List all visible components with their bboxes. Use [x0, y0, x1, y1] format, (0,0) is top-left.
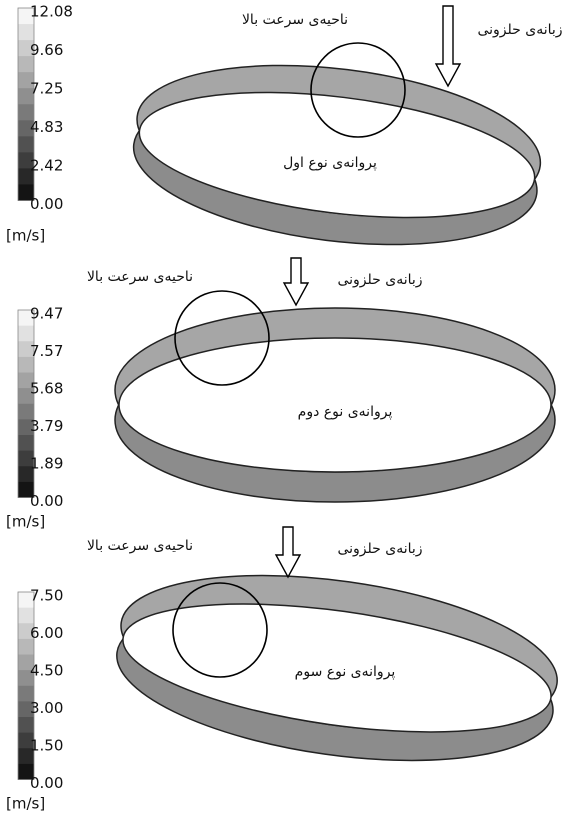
colorbar-tick-label: 0.00: [30, 195, 63, 213]
panel: 12.08 9.66 7.25 4.83 2.42 0.00 [m/s] ناحیه‌ی سر…: [6, 3, 563, 266]
colorbar-tick-label: 1.89: [30, 455, 63, 473]
colorbar-step: [18, 24, 34, 41]
colorbar-tick-label: 2.42: [30, 157, 63, 175]
tongue-label: زبانه‌ی حلزونی: [477, 22, 562, 38]
colorbar-unit: [m/s]: [6, 513, 45, 531]
impeller-label: پروانه‌ی نوع اول: [283, 155, 377, 171]
colorbar-step: [18, 326, 34, 342]
colorbar-step: [18, 136, 34, 153]
colorbar-tick-label: 6.00: [30, 624, 63, 642]
colorbar-tick-label: 3.00: [30, 699, 63, 717]
colorbar-tick-label: 4.50: [30, 662, 63, 680]
colorbar-step: [18, 608, 34, 624]
tongue-label: زبانه‌ی حلزونی: [337, 272, 422, 288]
colorbar-tick-label: 9.66: [30, 41, 63, 59]
colorbar-unit: [m/s]: [6, 795, 45, 813]
colorbar-tick-label: 5.68: [30, 380, 63, 398]
colorbar-tick-label: 12.08: [30, 3, 73, 21]
colorbar-tick-label: 7.50: [30, 587, 63, 605]
colorbar-tick-label: 0.00: [30, 774, 63, 792]
colorbar-step: [18, 435, 34, 451]
figure: 12.08 9.66 7.25 4.83 2.42 0.00 [m/s] ناحیه‌ی سر…: [0, 0, 568, 818]
colorbar-tick-label: 4.83: [30, 118, 63, 136]
tongue-label: زبانه‌ی حلزونی: [337, 541, 422, 557]
colorbar-tick-label: 7.25: [30, 80, 63, 98]
colorbar-tick-label: 7.57: [30, 342, 63, 360]
tongue-arrow: [276, 527, 300, 577]
impeller-label: پروانه‌ی نوع دوم: [298, 404, 393, 420]
colorbar-tick-label: 9.47: [30, 305, 63, 323]
colorbar-tick-label: 1.50: [30, 737, 63, 755]
tongue-arrow: [436, 6, 460, 86]
colorbar-unit: [m/s]: [6, 227, 45, 245]
colorbar-tick-label: 3.79: [30, 417, 63, 435]
panel: 9.47 7.57 5.68 3.79 1.89 0.00 [m/s] ناحیه‌ی سرع…: [6, 258, 555, 531]
high-speed-label: ناحیه‌ی سرعت بالا: [87, 538, 193, 554]
high-speed-label: ناحیه‌ی سرعت بالا: [87, 269, 193, 285]
colorbar-step: [18, 717, 34, 733]
colorbar-tick-label: 0.00: [30, 492, 63, 510]
impeller-label: پروانه‌ی نوع سوم: [295, 664, 396, 680]
tongue-arrow: [284, 258, 308, 305]
panel: 7.50 6.00 4.50 3.00 1.50 0.00 [m/s] ناحیه‌ی سرع…: [6, 527, 567, 813]
high-speed-label: ناحیه‌ی سرعت بالا: [242, 12, 348, 28]
